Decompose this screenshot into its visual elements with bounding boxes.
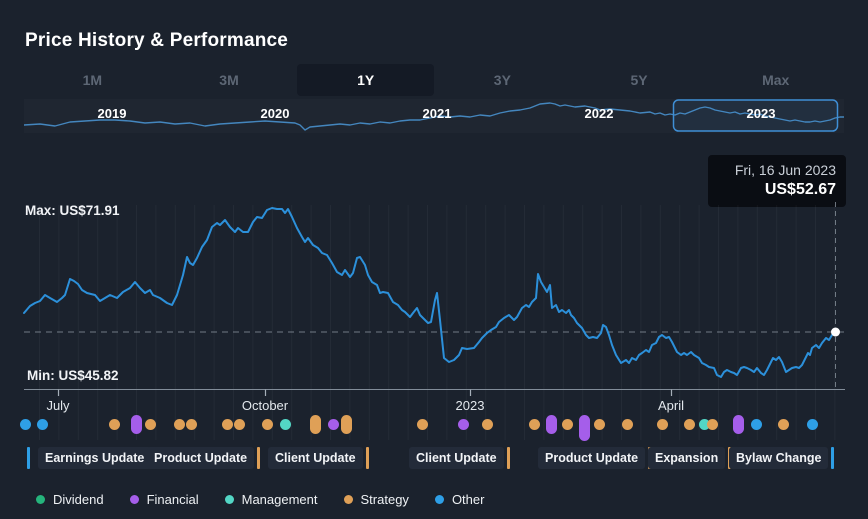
event-flag-label[interactable]: Product Update [538, 447, 646, 469]
event-dot-other[interactable] [36, 418, 48, 430]
financial-color-dot-icon [129, 494, 139, 504]
tab-range-max[interactable]: Max [762, 72, 790, 88]
tooltip-date: Fri, 16 Jun 2023 [734, 162, 836, 178]
event-dot-management[interactable] [279, 418, 291, 430]
dividend-color-dot-icon [36, 494, 45, 504]
event-dot-strategy[interactable] [706, 418, 718, 430]
timeline-year-2019: 2019 [97, 106, 127, 121]
timeline-year-2022: 2022 [584, 106, 614, 121]
event-flag-product-update[interactable]: Product Update [538, 447, 652, 469]
event-flag-pole[interactable] [27, 447, 30, 469]
timeline-year-2023: 2023 [746, 106, 776, 121]
event-flag-pole [27, 447, 30, 469]
event-dot-financial[interactable] [327, 418, 339, 430]
event-dot-strategy[interactable] [481, 418, 493, 430]
tab-range-3m[interactable]: 3M [219, 72, 239, 88]
event-dot-strategy[interactable] [340, 415, 352, 434]
legend-item-dividend[interactable]: Dividend [36, 492, 104, 507]
event-dot-strategy[interactable] [561, 418, 573, 430]
timeline-selection-window[interactable] [672, 99, 839, 132]
event-flag-pole [257, 447, 261, 469]
event-dot-strategy[interactable] [221, 418, 233, 430]
timeline-navigator[interactable]: 2019 2020 2021 2022 2023 [24, 99, 844, 133]
event-dot-strategy[interactable] [185, 418, 197, 430]
legend-label: Other [451, 491, 485, 507]
event-flag-label[interactable]: Product Update [147, 447, 255, 469]
strategy-color-dot-icon [343, 494, 353, 504]
tab-range-1y[interactable]: 1Y [297, 64, 435, 96]
event-dot-strategy[interactable] [621, 418, 633, 430]
legend-item-management[interactable]: Management [224, 491, 318, 507]
legend-item-other[interactable]: Other [434, 491, 485, 507]
event-dot-strategy[interactable] [416, 418, 428, 430]
timeline-chart[interactable] [24, 99, 844, 133]
price-chart-canvas[interactable] [0, 195, 868, 445]
event-flag-product-update[interactable]: Product Update [147, 447, 261, 469]
event-flag-pole [831, 447, 835, 469]
event-flag-earnings-update[interactable]: Earnings Update [38, 447, 158, 469]
event-dot-other[interactable] [19, 418, 31, 430]
timeline-year-2020: 2020 [260, 106, 290, 121]
legend-label: Management [241, 491, 318, 507]
event-dot-strategy[interactable] [261, 418, 273, 430]
event-dot-financial[interactable] [545, 415, 557, 434]
event-dot-financial[interactable] [457, 418, 469, 430]
legend-item-financial[interactable]: Financial [129, 491, 199, 507]
tooltip-price: US$52.67 [764, 181, 836, 198]
tab-range-5y[interactable]: 5Y [630, 72, 648, 88]
event-flag-client-update[interactable]: Client Update [409, 447, 510, 469]
legend-label: Financial [146, 491, 199, 507]
event-dot-strategy[interactable] [233, 418, 245, 430]
event-flag-label[interactable]: Client Update [268, 447, 363, 469]
event-dot-strategy[interactable] [108, 418, 120, 430]
event-flag-label[interactable]: Client Update [409, 447, 504, 469]
event-dot-strategy[interactable] [593, 418, 605, 430]
timeline-year-2021: 2021 [422, 106, 452, 121]
event-flag-pole [506, 447, 510, 469]
management-color-dot-icon [224, 494, 234, 504]
event-flag-label[interactable]: Bylaw Change [729, 447, 829, 469]
max-price-label: Max: US$71.91 [25, 203, 120, 218]
event-flag-bylaw-change[interactable]: Bylaw Change [729, 447, 835, 469]
event-dot-strategy[interactable] [656, 418, 668, 430]
event-dot-strategy[interactable] [777, 418, 789, 430]
event-dot-management[interactable] [698, 418, 710, 430]
event-dot-financial[interactable] [578, 415, 590, 441]
tab-range-3y[interactable]: 3Y [493, 72, 511, 88]
event-dot-financial[interactable] [732, 415, 744, 434]
event-dot-strategy[interactable] [309, 415, 321, 434]
price-tooltip: Fri, 16 Jun 2023 US$52.67 [708, 155, 846, 207]
panel-title: Price History & Performance [25, 30, 289, 51]
legend-item-strategy[interactable]: Strategy [343, 491, 409, 507]
range-tabs: 1M 3M 1Y 3Y 5Y Max [24, 64, 844, 96]
event-dot-strategy[interactable] [683, 418, 695, 430]
event-flag-pole [365, 447, 369, 469]
tab-range-1m[interactable]: 1M [82, 72, 103, 88]
x-axis-label-october: October [241, 398, 289, 413]
event-dot-other[interactable] [806, 418, 818, 430]
legend-label: Dividend [53, 491, 104, 507]
x-axis-label-2023: 2023 [455, 398, 485, 413]
x-axis-label-july: July [46, 398, 70, 413]
other-color-dot-icon [434, 494, 444, 504]
event-dot-strategy[interactable] [528, 418, 540, 430]
x-axis-label-april: April [657, 398, 685, 413]
event-dot-strategy[interactable] [173, 418, 185, 430]
legend-label: Strategy [360, 491, 409, 507]
event-flag-label[interactable]: Expansion [648, 447, 726, 469]
event-flag-label[interactable]: Earnings Update [38, 447, 152, 469]
min-price-label: Min: US$45.82 [27, 368, 119, 383]
event-flag-expansion[interactable]: Expansion [648, 447, 732, 469]
event-dot-other[interactable] [750, 418, 762, 430]
event-legend: Dividend Financial Management Strategy Other [36, 489, 484, 509]
event-flag-client-update[interactable]: Client Update [268, 447, 369, 469]
event-dot-strategy[interactable] [144, 418, 156, 430]
event-dot-financial[interactable] [130, 415, 142, 434]
